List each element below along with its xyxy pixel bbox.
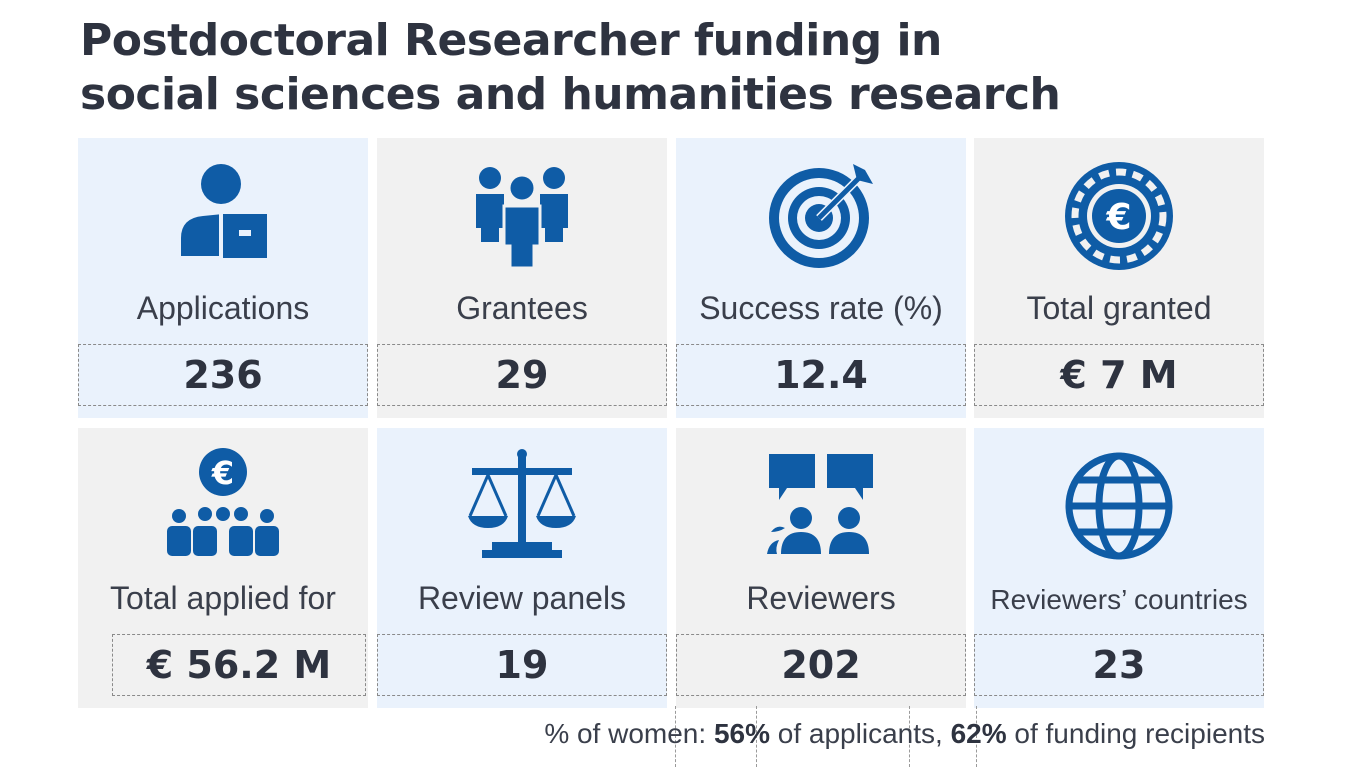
tile-total-applied-for: € Total applied for € 56.2 M bbox=[78, 428, 368, 708]
tile-reviewers-countries: Reviewers’ countries 23 bbox=[974, 428, 1264, 708]
footnote-middle: of applicants, bbox=[770, 718, 951, 749]
target-icon bbox=[676, 156, 966, 276]
tile-grantees: Grantees 29 bbox=[377, 138, 667, 418]
footnote-suffix: of funding recipients bbox=[1006, 718, 1265, 749]
globe-icon bbox=[974, 446, 1264, 566]
tile-total-granted: € Total granted € 7 M bbox=[974, 138, 1264, 418]
scales-icon bbox=[377, 446, 667, 566]
page-title: Postdoctoral Researcher funding in socia… bbox=[80, 14, 1061, 122]
tile-value: € 7 M bbox=[974, 344, 1264, 406]
dashed-guide bbox=[675, 706, 757, 767]
people-group-icon bbox=[377, 156, 667, 276]
tile-label: Applications bbox=[136, 290, 310, 326]
reviewers-icon bbox=[676, 446, 966, 566]
tile-value: 202 bbox=[676, 634, 966, 696]
tile-reviewers: Reviewers 202 bbox=[676, 428, 966, 708]
title-line-1: Postdoctoral Researcher funding in bbox=[80, 15, 942, 66]
tile-value: € 56.2 M bbox=[112, 634, 366, 696]
euro-coin-icon: € bbox=[974, 156, 1264, 276]
tile-label: Success rate (%) bbox=[699, 290, 943, 326]
applicants-women-pct: 56% bbox=[713, 718, 770, 749]
title-line-2: social sciences and humanities research bbox=[80, 69, 1061, 120]
tile-label: Total applied for bbox=[110, 580, 336, 616]
tile-label: Grantees bbox=[456, 290, 588, 326]
tile-value: 19 bbox=[377, 634, 667, 696]
tile-label: Total granted bbox=[1026, 290, 1212, 326]
euro-crowd-icon: € bbox=[78, 446, 368, 566]
svg-text:€: € bbox=[1105, 197, 1131, 238]
tile-applications: Applications 236 bbox=[78, 138, 368, 418]
tile-success-rate: Success rate (%) 12.4 bbox=[676, 138, 966, 418]
tile-value: 12.4 bbox=[676, 344, 966, 406]
women-share-footnote: % of women: 56% of applicants, 62% of fu… bbox=[544, 718, 1265, 750]
tile-review-panels: Review panels 19 bbox=[377, 428, 667, 708]
tile-label: Reviewers bbox=[746, 580, 896, 616]
tile-label: Review panels bbox=[417, 580, 627, 616]
svg-text:€: € bbox=[211, 454, 234, 492]
tile-value: 23 bbox=[974, 634, 1264, 696]
footnote-prefix: % of women: bbox=[544, 718, 714, 749]
recipients-women-pct: 62% bbox=[950, 718, 1007, 749]
tile-value: 236 bbox=[78, 344, 368, 406]
tile-label: Reviewers’ countries bbox=[990, 584, 1248, 615]
applicant-icon bbox=[78, 156, 368, 276]
dashed-guide bbox=[909, 706, 977, 767]
tile-value: 29 bbox=[377, 344, 667, 406]
